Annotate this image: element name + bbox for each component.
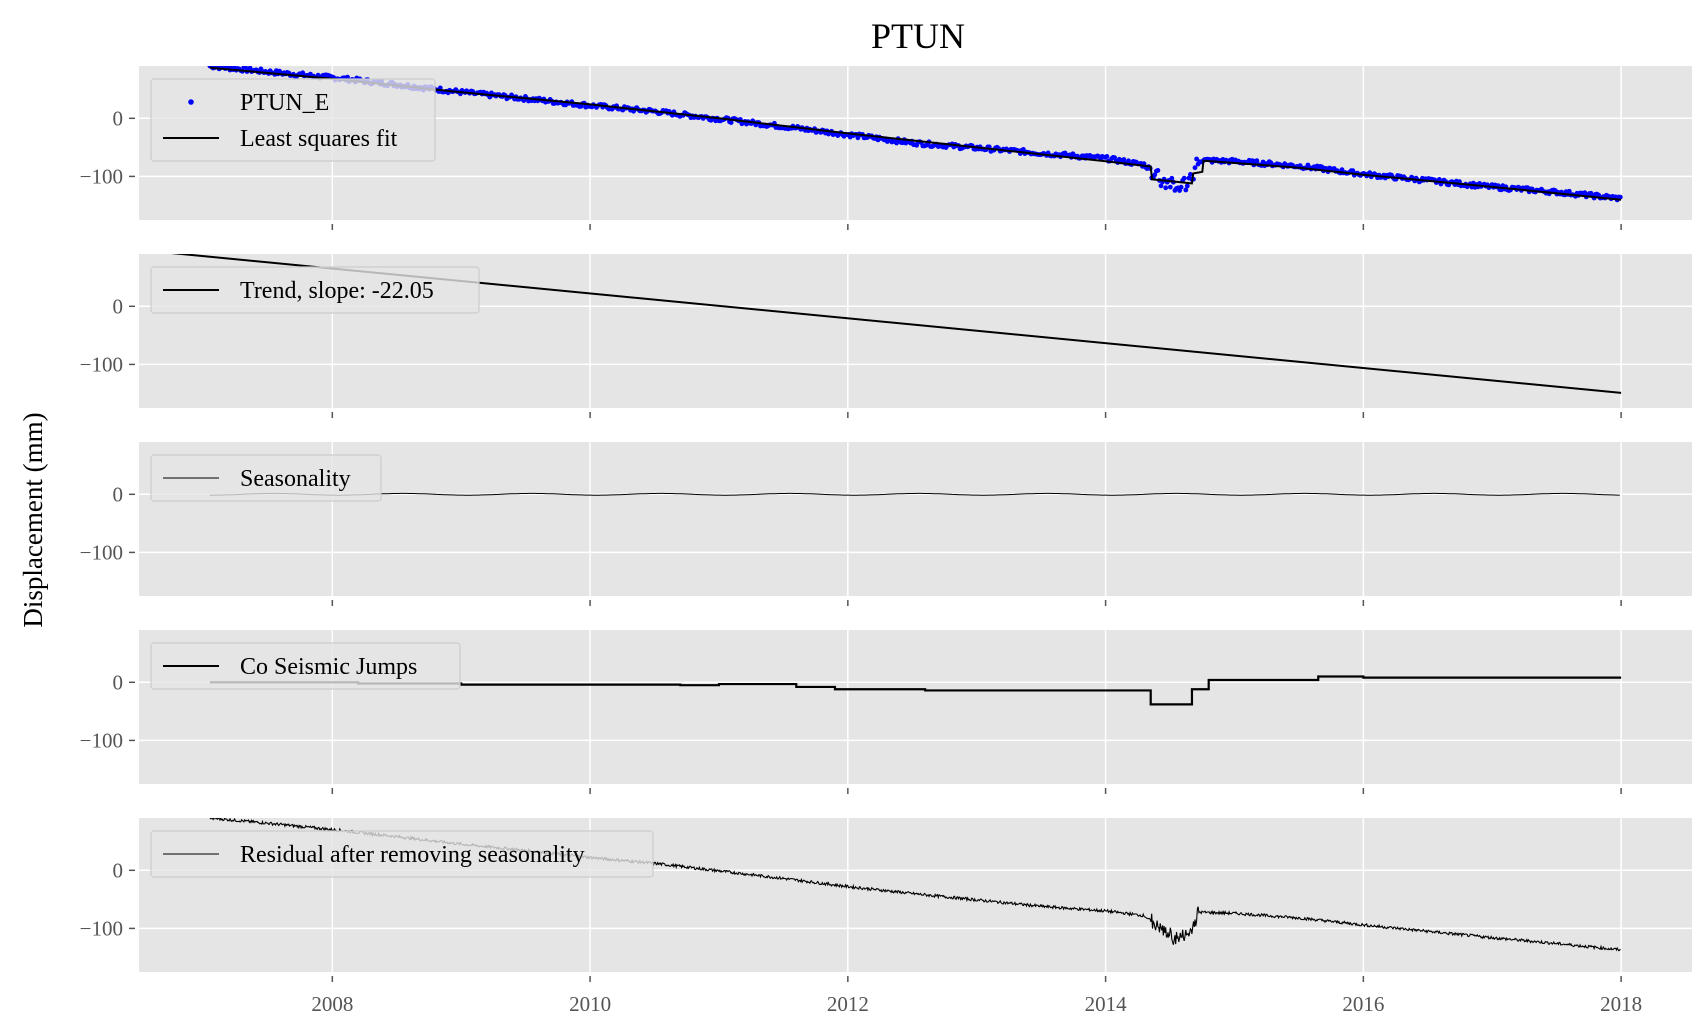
data-point	[1163, 185, 1169, 191]
panel-5: 0 −100 Residual after removing seasonality	[80, 818, 1692, 982]
legend-marker	[188, 99, 194, 105]
series-line	[209, 66, 1622, 201]
legend-label: Trend, slope: -22.05	[240, 278, 434, 304]
data-point	[1437, 177, 1442, 182]
y-tick-label: −100	[80, 916, 123, 940]
panels: 0 −100 PTUN_E Least squares fit 0 −100 Trend, …	[80, 66, 1692, 982]
x-tick-label: 2018	[1600, 992, 1642, 1016]
y-tick-label: −100	[80, 540, 123, 564]
y-axis-label: Displacement (mm)	[18, 412, 48, 627]
data-point	[1254, 158, 1260, 164]
data-point	[1178, 184, 1184, 190]
x-tick-label: 2016	[1342, 992, 1384, 1016]
data-point	[1184, 183, 1190, 189]
data-point	[1194, 156, 1199, 162]
data-point	[1183, 187, 1189, 193]
y-tick-label: −100	[80, 352, 123, 376]
y-tick-label: 0	[113, 482, 124, 506]
legend-label: Co Seismic Jumps	[240, 654, 417, 680]
legend-box	[150, 266, 480, 314]
data-point	[1021, 147, 1026, 152]
data-point	[1167, 184, 1173, 190]
chart-title: PTUN	[871, 16, 965, 56]
data-point	[1350, 168, 1356, 174]
data-point	[1566, 188, 1572, 194]
legend: Trend, slope: -22.05	[150, 266, 480, 314]
y-tick-label: 0	[113, 294, 124, 318]
legend: Seasonality	[150, 454, 382, 502]
panel-3: 0 −100 Seasonality	[80, 442, 1692, 606]
data-point	[855, 135, 861, 141]
data-point	[1188, 172, 1193, 177]
legend-box	[150, 642, 461, 690]
legend-label: Least squares fit	[240, 126, 398, 152]
data-point	[1158, 183, 1164, 189]
legend-label: Seasonality	[240, 466, 351, 492]
data-point	[1617, 194, 1623, 200]
panel-4: 0 −100 Co Seismic Jumps	[80, 630, 1692, 794]
y-tick-label: 0	[113, 858, 124, 882]
data-point	[1112, 155, 1117, 161]
data-point	[1181, 175, 1187, 181]
legend-box	[150, 830, 654, 878]
data-point	[1121, 157, 1127, 162]
plot-area	[139, 442, 1692, 596]
data-point	[345, 74, 350, 80]
data-point	[1192, 165, 1198, 171]
series-line	[209, 492, 1620, 496]
x-tick-label: 2008	[311, 992, 353, 1016]
data-point	[728, 120, 734, 125]
series-group	[209, 492, 1620, 496]
data-point	[1104, 154, 1110, 159]
legend: PTUN_E Least squares fit	[150, 78, 436, 162]
legend-box	[150, 78, 436, 162]
y-tick-label: −100	[80, 164, 123, 188]
x-tick-label: 2010	[569, 992, 611, 1016]
legend-label: Residual after removing seasonality	[240, 842, 585, 868]
x-tick-label: 2014	[1085, 992, 1128, 1016]
series-line	[209, 675, 1622, 706]
series-group	[209, 675, 1622, 706]
data-point	[1155, 168, 1161, 173]
y-tick-label: 0	[113, 106, 124, 130]
data-point	[1152, 172, 1158, 178]
x-tick-label: 2012	[827, 992, 869, 1016]
y-tick-label: 0	[113, 670, 124, 694]
legend-label: PTUN_E	[240, 90, 329, 116]
panel-2: 0 −100 Trend, slope: -22.05	[80, 254, 1692, 418]
legend: Co Seismic Jumps	[150, 642, 461, 690]
data-point	[1169, 175, 1175, 181]
x-axis: 2008 2010 2012 2014 2016 2018	[311, 992, 1642, 1016]
panel-1: 0 −100 PTUN_E Least squares fit	[80, 66, 1692, 230]
legend-box	[150, 454, 382, 502]
y-tick-label: −100	[80, 728, 123, 752]
legend: Residual after removing seasonality	[150, 830, 654, 878]
